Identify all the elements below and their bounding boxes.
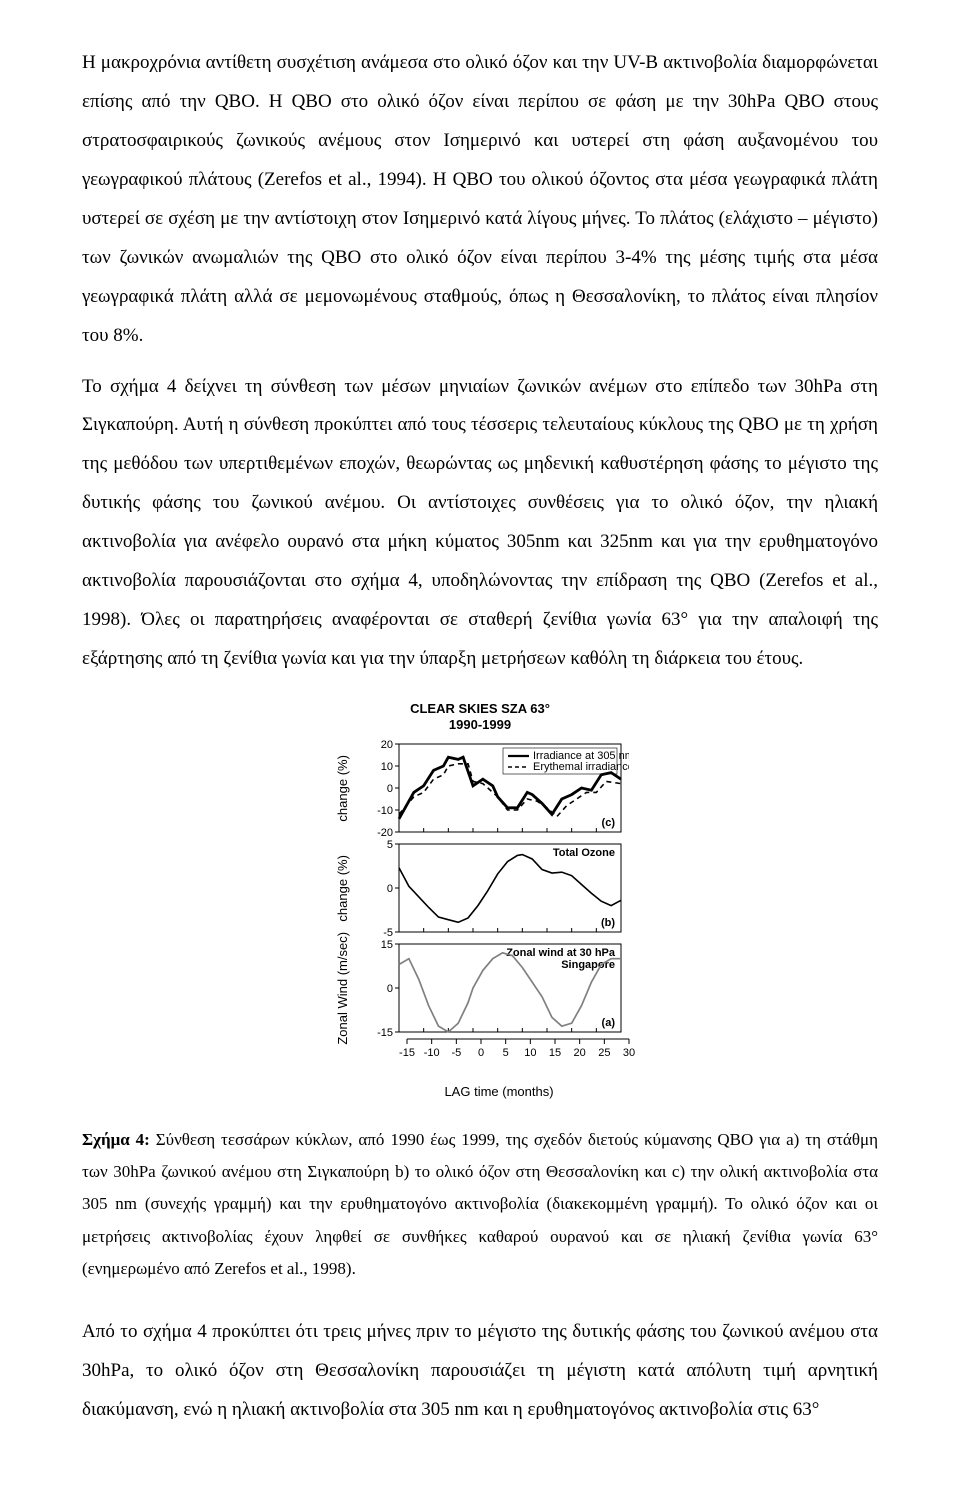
svg-text:-10: -10 (424, 1047, 440, 1059)
panel-a-ylabel: Zonal Wind (m/sec) (330, 932, 357, 1045)
figure-caption: Σχήμα 4: Σύνθεση τεσσάρων κύκλων, από 19… (82, 1124, 878, 1285)
svg-text:20: 20 (381, 739, 393, 751)
svg-text:-15: -15 (377, 1027, 393, 1038)
svg-text:-5: -5 (451, 1047, 461, 1059)
svg-text:15: 15 (381, 939, 393, 951)
svg-text:-20: -20 (377, 827, 393, 838)
panel-b: change (%) -505Total Ozone(b) (369, 838, 629, 938)
svg-text:Erythemal irradiance: Erythemal irradiance (533, 761, 629, 773)
svg-text:10: 10 (381, 761, 393, 773)
figure-title-line2: 1990-1999 (449, 717, 511, 732)
svg-text:(c): (c) (602, 817, 616, 829)
svg-text:0: 0 (387, 883, 393, 895)
svg-text:(b): (b) (601, 917, 615, 929)
svg-text:5: 5 (387, 839, 393, 851)
panel-b-svg: -5 0 5 Total Ozone (b) (369, 838, 629, 938)
svg-text:5: 5 (503, 1047, 509, 1059)
paragraph-2: Το σχήμα 4 δείχνει τη σύνθεση των μέσων … (82, 368, 878, 680)
svg-text:-5: -5 (383, 927, 393, 938)
paragraph-1: Η μακροχρόνια αντίθετη συσχέτιση ανάμεσα… (82, 44, 878, 356)
figure-panels: change (%) -20-1001020Irradiance at 305 … (369, 738, 645, 1106)
x-axis-label: LAG time (months) (369, 1079, 629, 1106)
svg-text:30: 30 (623, 1047, 635, 1059)
svg-text:10: 10 (524, 1047, 536, 1059)
panel-c-ylabel: change (%) (330, 755, 357, 821)
x-axis-svg: -15 -10 -5 0 5 10 15 20 25 30 (377, 1038, 637, 1062)
svg-text:0: 0 (387, 783, 393, 795)
caption-text: Σύνθεση τεσσάρων κύκλων, από 1990 έως 19… (82, 1130, 878, 1278)
figure-title: CLEAR SKIES SZA 63° 1990-1999 (315, 701, 645, 732)
panel-c-svg: -20-1001020Irradiance at 305 nmErythemal… (369, 738, 629, 838)
caption-bold: Σχήμα 4: (82, 1130, 150, 1149)
svg-text:Zonal wind at 30 hPa: Zonal wind at 30 hPa (506, 947, 616, 959)
svg-text:0: 0 (387, 983, 393, 995)
panel-b-ylabel: change (%) (330, 855, 357, 921)
panel-a: Zonal Wind (m/sec) -15015Zonal wind at 3… (369, 938, 629, 1038)
svg-text:(a): (a) (602, 1017, 616, 1029)
paragraph-3: Από το σχήμα 4 προκύπτει ότι τρεις μήνες… (82, 1313, 878, 1430)
panel-a-svg: -15015Zonal wind at 30 hPaSingapore(a) (369, 938, 629, 1038)
figure-title-line1: CLEAR SKIES SZA 63° (410, 701, 550, 716)
svg-text:Total Ozone: Total Ozone (553, 847, 615, 859)
figure-4: CLEAR SKIES SZA 63° 1990-1999 change (%)… (315, 701, 645, 1106)
panel-c: change (%) -20-1001020Irradiance at 305 … (369, 738, 629, 838)
svg-text:15: 15 (549, 1047, 561, 1059)
svg-text:-10: -10 (377, 805, 393, 817)
svg-text:20: 20 (574, 1047, 586, 1059)
svg-text:0: 0 (478, 1047, 484, 1059)
svg-text:25: 25 (598, 1047, 610, 1059)
svg-text:-15: -15 (399, 1047, 415, 1059)
